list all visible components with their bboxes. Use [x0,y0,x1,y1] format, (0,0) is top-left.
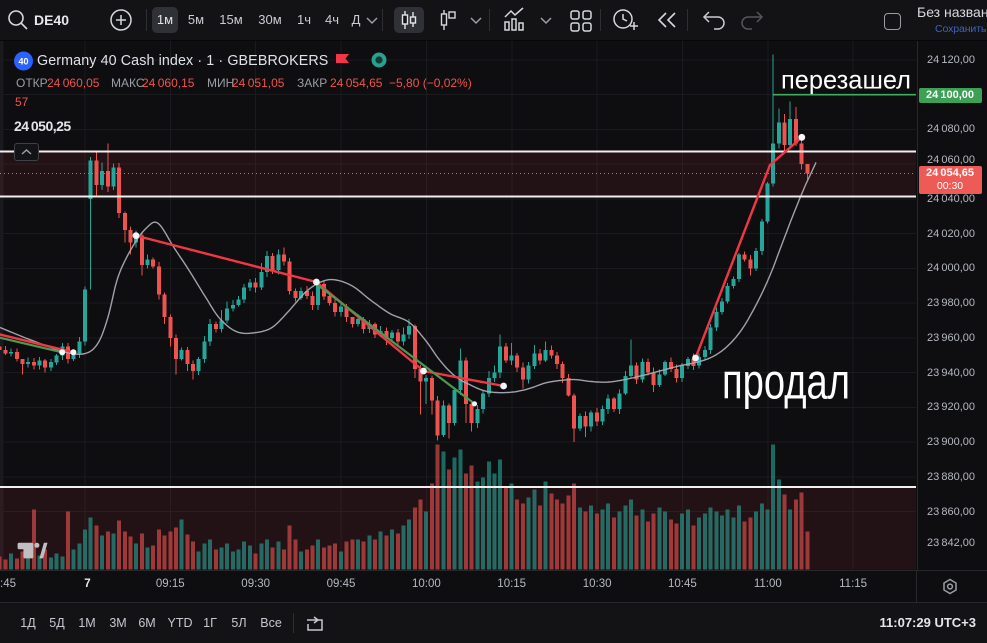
svg-text:перезашел: перезашел [781,65,911,95]
svg-text:40: 40 [18,57,28,67]
svg-text:продал: продал [722,354,850,410]
